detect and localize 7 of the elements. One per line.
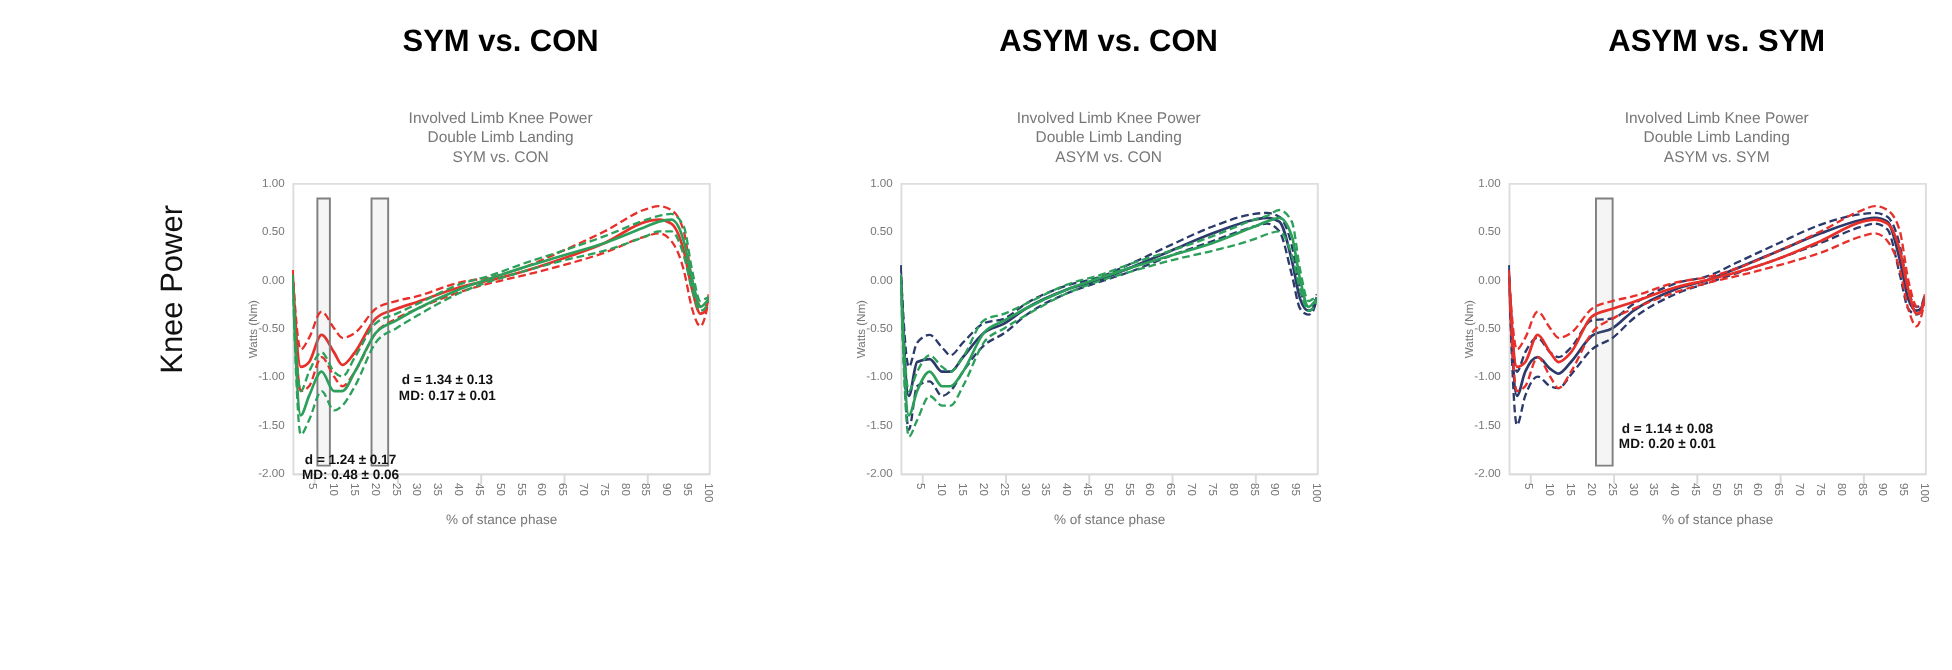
chart-title: SYM vs. CON [402, 25, 599, 60]
chart-subtitle: Involved Limb Knee Power Double Limb Landing ASYM vs. CON [1016, 108, 1202, 166]
chart-title: ASYM vs. SYM [1608, 25, 1826, 60]
chart-subtitle: Involved Limb Knee Power Double Limb Landing SYM vs. CON [408, 108, 594, 166]
chart-title: ASYM vs. CON [999, 25, 1218, 60]
chart-subtitle: Involved Limb Knee Power Double Limb Landing ASYM vs. SYM [1624, 108, 1810, 166]
text: Knee Power [156, 205, 191, 374]
